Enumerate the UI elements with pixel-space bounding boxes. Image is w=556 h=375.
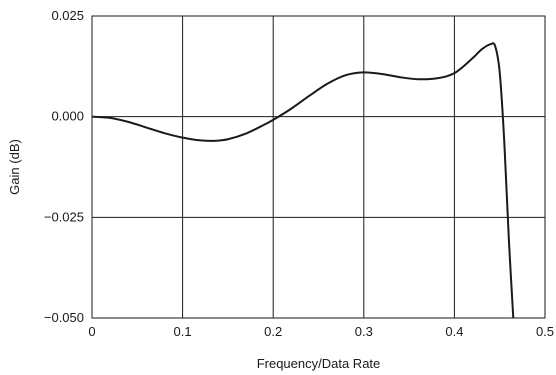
x-tick-label: 0.1 [174,324,192,339]
y-axis-label: Gain (dB) [7,139,22,195]
y-tick-label: 0.025 [51,8,84,23]
grid [91,15,546,319]
x-tick-label: 0.3 [355,324,373,339]
y-tick-label: −0.050 [44,310,84,325]
x-tick-labels: 0 0.1 0.2 0.3 0.4 0.5 [88,324,554,339]
y-tick-label: 0.000 [51,109,84,124]
data-marks [91,42,515,319]
y-tick-labels: 0.025 0.000 −0.025 −0.050 [44,8,84,325]
x-tick-label: 0.4 [445,324,463,339]
series-line [91,42,515,319]
x-tick-label: 0.5 [536,324,554,339]
x-axis-label: Frequency/Data Rate [257,356,381,371]
y-tick-label: −0.025 [44,209,84,224]
x-tick-label: 0.2 [264,324,282,339]
plot-area-frame [91,15,546,319]
x-tick-label: 0 [88,324,95,339]
